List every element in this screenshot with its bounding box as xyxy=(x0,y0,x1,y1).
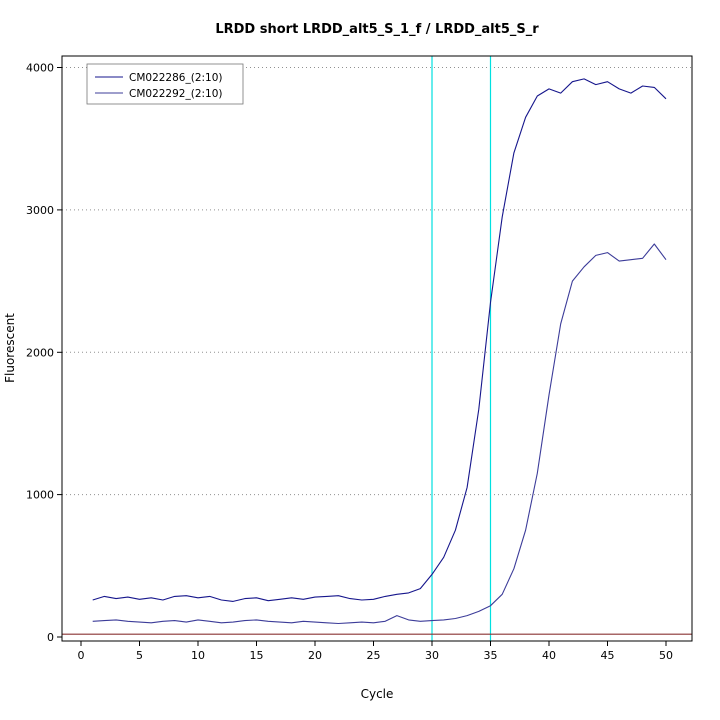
series-line-CM022292_(2:10) xyxy=(92,243,667,625)
x-tick-label-15: 15 xyxy=(250,649,264,662)
x-tick-label-25: 25 xyxy=(367,649,381,662)
y-axis-label: Fluorescent xyxy=(3,313,17,383)
x-axis-label: Cycle xyxy=(361,687,394,701)
x-tick-label-45: 45 xyxy=(601,649,615,662)
legend-label-series-2: CM022292_(2:10) xyxy=(129,88,223,100)
x-tick-label-50: 50 xyxy=(659,649,673,662)
x-tick-label-10: 10 xyxy=(191,649,205,662)
legend: CM022286_(2:10) CM022292_(2:10) xyxy=(86,63,244,105)
y-tick-label-2000: 2000 xyxy=(26,346,54,359)
legend-label-series-1: CM022286_(2:10) xyxy=(129,72,223,84)
axes: 0 5 10 15 20 25 30 35 40 45 50 0 1000 2000 3000 4000 xyxy=(26,62,673,663)
x-tick-label-35: 35 xyxy=(484,649,498,662)
y-tick-label-3000: 3000 xyxy=(26,204,54,217)
plot-border xyxy=(61,55,693,642)
x-tick-label-5: 5 xyxy=(136,649,143,662)
y-tick-label-0: 0 xyxy=(47,631,54,644)
x-tick-label-40: 40 xyxy=(542,649,556,662)
legend-box xyxy=(86,63,244,105)
series-lines xyxy=(92,78,667,625)
series-line-CM022286_(2:10) xyxy=(92,78,667,602)
x-tick-label-20: 20 xyxy=(308,649,322,662)
reference-lines xyxy=(62,56,692,641)
x-tick-label-0: 0 xyxy=(78,649,85,662)
y-tick-label-4000: 4000 xyxy=(26,62,54,75)
chart-title: LRDD short LRDD_alt5_S_1_f / LRDD_alt5_S… xyxy=(215,22,539,37)
y-tick-label-1000: 1000 xyxy=(26,489,54,502)
x-tick-label-30: 30 xyxy=(425,649,439,662)
